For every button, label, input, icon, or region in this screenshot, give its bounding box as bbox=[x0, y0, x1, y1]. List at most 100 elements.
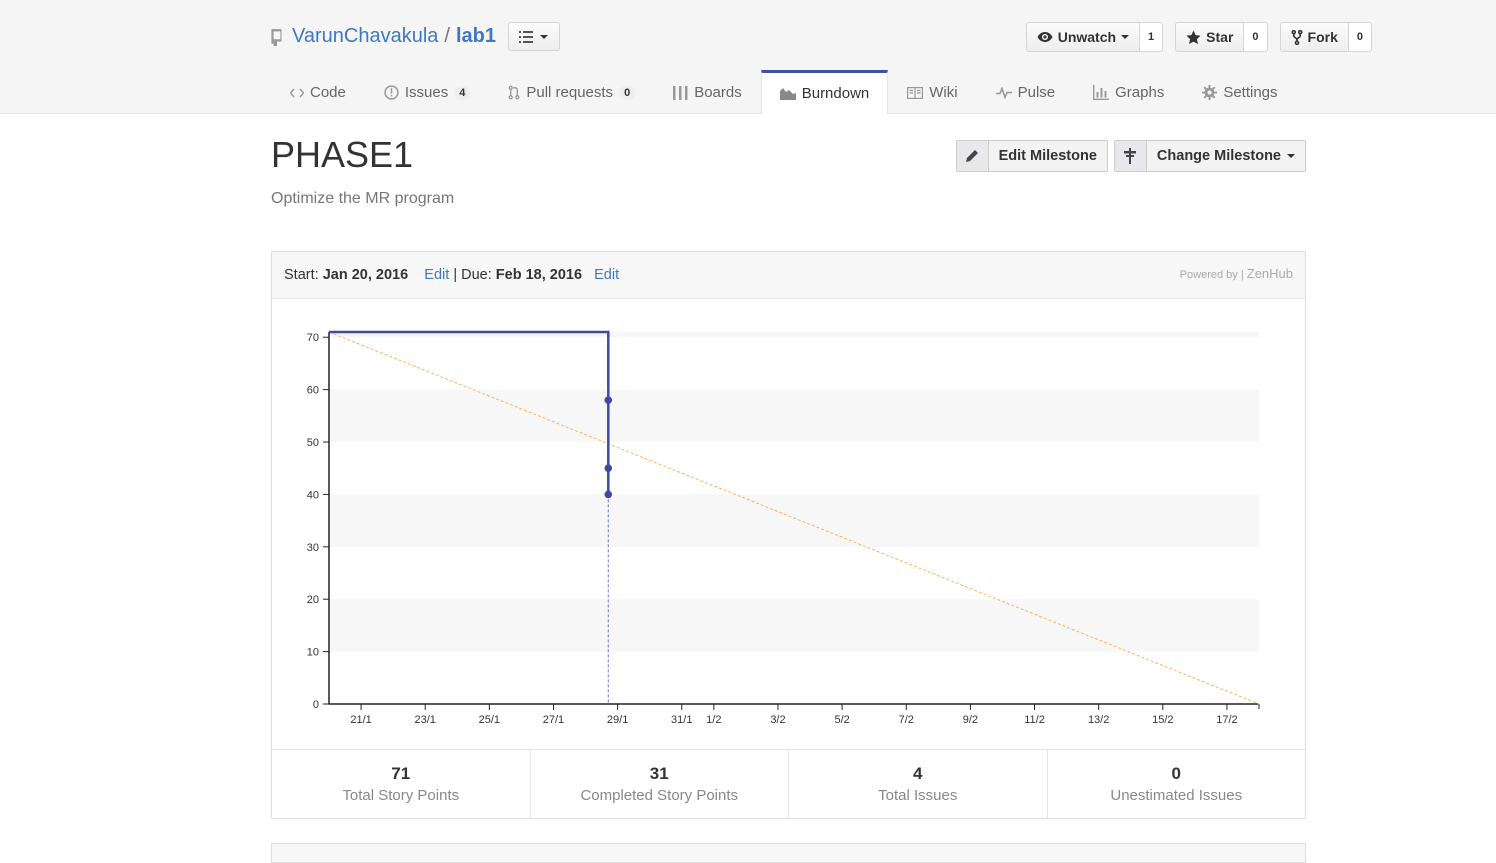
star-icon bbox=[1186, 30, 1201, 44]
stat-label: Completed Story Points bbox=[580, 787, 739, 804]
chevron-down-icon bbox=[1121, 35, 1130, 39]
y-tick-label: 50 bbox=[307, 437, 319, 449]
stat-label: Unestimated Issues bbox=[1110, 787, 1243, 804]
tab-settings[interactable]: Settings bbox=[1183, 70, 1296, 114]
x-tick-label: 29/1 bbox=[607, 714, 628, 726]
repo-title: VarunChavakula / lab1 bbox=[270, 22, 560, 51]
unwatch-label: Unwatch bbox=[1057, 29, 1117, 45]
boards-icon bbox=[673, 85, 688, 100]
grid-band bbox=[329, 332, 1259, 338]
edit-due-link[interactable]: Edit bbox=[594, 267, 620, 283]
x-tick-label: 11/2 bbox=[1024, 714, 1045, 726]
repo-header: VarunChavakula / lab1 Unwatch 1 Star 0 bbox=[0, 0, 1496, 114]
burndown-icon bbox=[779, 87, 796, 100]
y-tick-label: 0 bbox=[313, 699, 319, 711]
edit-milestone-button[interactable]: Edit Milestone bbox=[955, 140, 1108, 172]
tab-issues[interactable]: Issues 4 bbox=[365, 70, 489, 114]
y-tick-label: 20 bbox=[307, 594, 319, 606]
powered-by-label: Powered by | bbox=[1179, 269, 1244, 281]
repo-actions: Unwatch 1 Star 0 Fork 0 bbox=[1025, 22, 1372, 52]
tab-pull-requests[interactable]: Pull requests 0 bbox=[489, 70, 654, 114]
repo-separator: / bbox=[444, 25, 450, 47]
date-separator: | bbox=[453, 267, 458, 283]
x-tick-label: 13/2 bbox=[1088, 714, 1109, 726]
edit-start-link[interactable]: Edit bbox=[424, 267, 450, 283]
due-date: Feb 18, 2016 bbox=[495, 267, 583, 283]
edit-milestone-label: Edit Milestone bbox=[998, 148, 1097, 164]
actual-point bbox=[604, 490, 613, 499]
x-tick-label: 21/1 bbox=[350, 714, 371, 726]
stat-value: 0 bbox=[1171, 764, 1181, 783]
stat-value: 4 bbox=[913, 764, 923, 783]
code-icon bbox=[290, 87, 304, 99]
issues-counter: 4 bbox=[454, 85, 471, 100]
stargazers-count[interactable]: 0 bbox=[1244, 22, 1268, 52]
tab-pulse[interactable]: Pulse bbox=[977, 70, 1075, 114]
tab-graphs[interactable]: Graphs bbox=[1074, 70, 1183, 114]
repo-name-link[interactable]: lab1 bbox=[455, 25, 496, 47]
x-tick-label: 9/2 bbox=[963, 714, 978, 726]
tab-burndown[interactable]: Burndown bbox=[760, 70, 889, 114]
x-tick-label: 25/1 bbox=[479, 714, 500, 726]
milestone-header: PHASE1 Optimize the MR program Edit Mile… bbox=[0, 114, 1496, 250]
stat-label: Total Story Points bbox=[342, 787, 460, 804]
pencil-icon bbox=[956, 141, 989, 171]
powered-by-zenhub[interactable]: Powered by | ZenHub bbox=[1180, 266, 1293, 281]
tab-settings-label: Settings bbox=[1223, 84, 1278, 101]
milestone-title: PHASE1 bbox=[271, 134, 414, 175]
pulls-counter: 0 bbox=[619, 85, 636, 100]
tab-wiki-label: Wiki bbox=[929, 84, 958, 101]
start-date: Jan 20, 2016 bbox=[322, 267, 409, 283]
next-panel-edge bbox=[271, 843, 1306, 863]
tab-boards[interactable]: Boards bbox=[654, 70, 761, 114]
fork-button[interactable]: Fork bbox=[1279, 22, 1349, 52]
stat-completed-story-points: 31 Completed Story Points bbox=[531, 750, 789, 818]
tab-code[interactable]: Code bbox=[271, 70, 365, 114]
watch-group: Unwatch 1 bbox=[1025, 22, 1164, 52]
change-milestone-label: Change Milestone bbox=[1147, 141, 1305, 171]
tab-wiki[interactable]: Wiki bbox=[888, 70, 976, 114]
forks-count[interactable]: 0 bbox=[1348, 22, 1372, 52]
y-tick-label: 10 bbox=[307, 647, 319, 659]
star-button[interactable]: Star bbox=[1175, 22, 1245, 52]
milestone-description: Optimize the MR program bbox=[271, 190, 455, 207]
tab-graphs-label: Graphs bbox=[1115, 84, 1165, 101]
stat-label: Total Issues bbox=[878, 787, 958, 804]
actual-point bbox=[604, 464, 613, 473]
y-tick-label: 60 bbox=[307, 385, 319, 397]
burndown-chart: 0 10 20 30 40 50 60 70 21/1 23/1 25/1 27/1 29/1 31/1 1… bbox=[307, 330, 1260, 726]
gear-icon bbox=[1202, 85, 1218, 100]
actual-point bbox=[604, 396, 613, 404]
list-icon bbox=[519, 30, 534, 43]
fork-icon bbox=[1291, 29, 1303, 45]
graph-icon bbox=[1093, 85, 1110, 100]
x-tick-label: 5/2 bbox=[834, 714, 849, 726]
stat-unestimated-issues: 0 Unestimated Issues bbox=[1048, 750, 1306, 818]
watchers-count[interactable]: 1 bbox=[1140, 22, 1164, 52]
repo-list-menu-button[interactable] bbox=[507, 22, 560, 51]
tab-code-label: Code bbox=[310, 84, 346, 101]
unwatch-button[interactable]: Unwatch bbox=[1025, 22, 1141, 52]
start-label: Start: bbox=[284, 267, 319, 283]
eye-icon bbox=[1037, 32, 1053, 42]
burndown-panel: Start: Jan 20, 2016 Edit | Due: Feb 18, … bbox=[271, 251, 1306, 819]
grid-band bbox=[329, 389, 1259, 443]
x-tick-label: 1/2 bbox=[706, 714, 721, 726]
x-tick-label: 15/2 bbox=[1152, 714, 1173, 726]
git-pull-request-icon bbox=[508, 85, 520, 100]
fork-group: Fork 0 bbox=[1279, 22, 1372, 52]
x-tick-label: 17/2 bbox=[1216, 714, 1237, 726]
due-label: Due: bbox=[461, 267, 492, 283]
star-label: Star bbox=[1206, 29, 1234, 45]
milestone-actions: Edit Milestone Change Milestone bbox=[955, 140, 1306, 172]
y-tick-label: 70 bbox=[307, 332, 319, 344]
tab-pulse-label: Pulse bbox=[1017, 84, 1056, 101]
change-milestone-button[interactable]: Change Milestone bbox=[1113, 140, 1306, 172]
zenhub-logo: ZenHub bbox=[1246, 266, 1293, 281]
y-tick-label: 30 bbox=[307, 542, 319, 554]
stat-total-story-points: 71 Total Story Points bbox=[272, 750, 531, 818]
repo-owner-link[interactable]: VarunChavakula bbox=[292, 25, 439, 47]
grid-band bbox=[329, 494, 1259, 547]
tab-burndown-label: Burndown bbox=[801, 85, 870, 102]
burndown-chart-area: 0 10 20 30 40 50 60 70 21/1 23/1 25/1 27/1 29/1 31/1 1… bbox=[272, 299, 1305, 749]
